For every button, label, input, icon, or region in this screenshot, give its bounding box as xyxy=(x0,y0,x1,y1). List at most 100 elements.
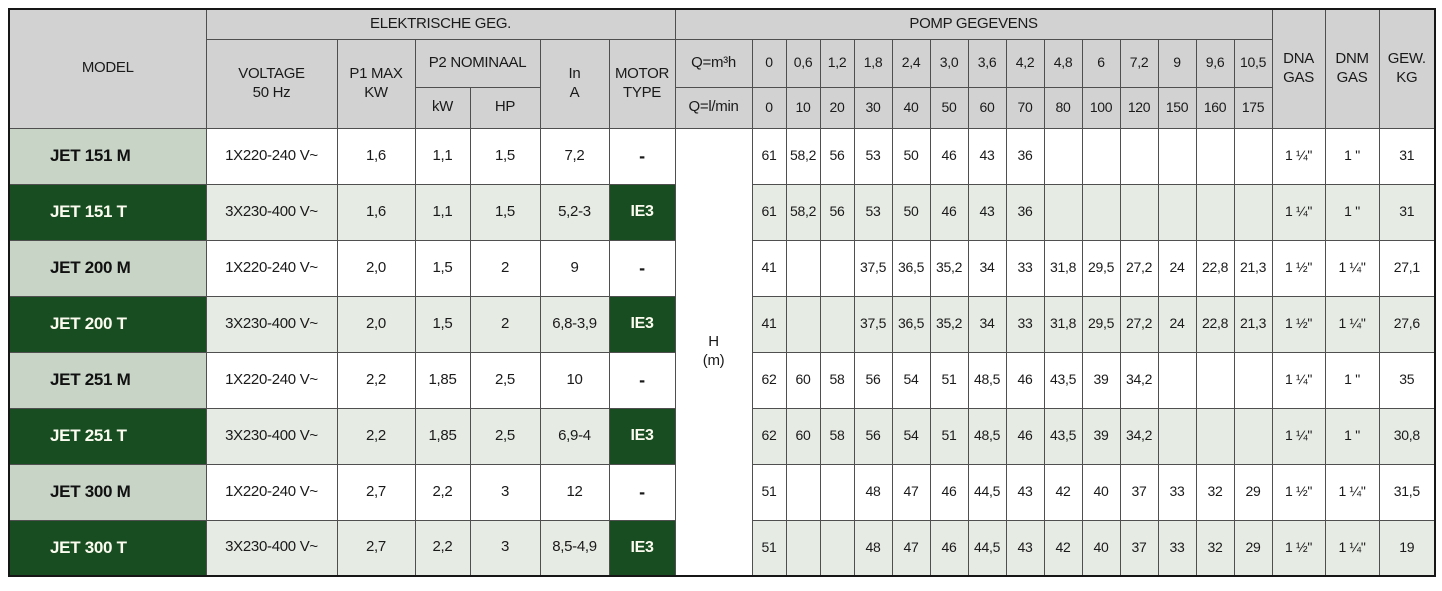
head-value-cell: 48 xyxy=(853,519,893,577)
motor-type-cell: - xyxy=(608,463,676,521)
flow-lmin-header: 0 xyxy=(751,86,787,129)
head-value-cell: 39 xyxy=(1081,407,1121,465)
head-value-cell xyxy=(819,239,855,297)
head-value-cell: 48,5 xyxy=(967,407,1007,465)
header-row-flow-m3h: VOLTAGE 50 Hz P1 MAX KW P2 NOMINAAL In A… xyxy=(9,38,1435,129)
head-value-cell: 31,8 xyxy=(1043,239,1083,297)
p2-kw-cell: 1,1 xyxy=(414,183,471,241)
in-a-cell: 8,5-4,9 xyxy=(539,519,610,577)
head-value-cell: 43,5 xyxy=(1043,351,1083,409)
p2-kw-header: kW xyxy=(414,86,471,129)
p2-hp-cell: 3 xyxy=(469,463,541,521)
model-cell: JET 151 T xyxy=(8,183,207,241)
head-value-cell: 58,2 xyxy=(785,127,821,185)
table-row: JET 300 M 1X220-240 V~ 2,7 2,2 3 12-51 48 47 46 4… xyxy=(8,463,1436,521)
head-value-cell: 41 xyxy=(751,239,787,297)
motor-type-cell: - xyxy=(608,127,676,185)
head-value-cell: 53 xyxy=(853,183,893,241)
dna-gas-cell: 1 ¼" xyxy=(1271,127,1326,185)
in-a-header: In A xyxy=(539,38,610,129)
p1-max-cell: 2,2 xyxy=(336,407,416,465)
head-value-cell: 61 xyxy=(751,183,787,241)
model-cell: JET 300 M xyxy=(8,463,207,521)
head-value-cell: 43 xyxy=(967,127,1007,185)
voltage-cell: 3X230-400 V~ xyxy=(205,295,338,353)
voltage-cell: 3X230-400 V~ xyxy=(205,407,338,465)
head-value-cell: 43 xyxy=(1005,463,1045,521)
dna-gas-cell: 1 ¼" xyxy=(1271,183,1326,241)
p2-hp-cell: 2 xyxy=(469,295,541,353)
motor-type-header: MOTOR TYPE xyxy=(608,38,676,129)
head-value-cell xyxy=(1233,183,1273,241)
head-value-cell: 34 xyxy=(967,239,1007,297)
head-value-cell xyxy=(1233,407,1273,465)
head-value-cell: 53 xyxy=(853,127,893,185)
dnm-gas-cell: 1 " xyxy=(1324,183,1380,241)
model-cell: JET 200 M xyxy=(8,239,207,297)
head-value-cell: 56 xyxy=(819,183,855,241)
gew-kg-cell: 31 xyxy=(1378,183,1436,241)
head-value-cell: 32 xyxy=(1195,463,1235,521)
head-value-cell: 34,2 xyxy=(1119,407,1159,465)
head-value-cell: 58,2 xyxy=(785,183,821,241)
head-value-cell: 29,5 xyxy=(1081,295,1121,353)
head-value-cell xyxy=(1157,183,1197,241)
p2-kw-cell: 2,2 xyxy=(414,463,471,521)
pump-data-table: MODEL ELEKTRISCHE GEG. POMP GEGEVENS DNA… xyxy=(8,8,1437,577)
head-value-cell: 62 xyxy=(751,351,787,409)
motor-type-cell: IE3 xyxy=(608,407,676,465)
gew-kg-cell: 31,5 xyxy=(1378,463,1436,521)
p2-hp-cell: 3 xyxy=(469,519,541,577)
head-value-cell: 21,3 xyxy=(1233,239,1273,297)
dnm-gas-cell: 1 ¼" xyxy=(1324,295,1380,353)
p1-max-cell: 2,7 xyxy=(336,463,416,521)
head-value-cell xyxy=(1081,127,1121,185)
head-value-cell: 37 xyxy=(1119,519,1159,577)
head-value-cell: 35,2 xyxy=(929,295,969,353)
dnm-gas-cell: 1 " xyxy=(1324,127,1380,185)
p2-nominaal-header: P2 NOMINAAL xyxy=(414,38,541,88)
table-row: JET 300 T 3X230-400 V~ 2,7 2,2 3 8,5-4,9 IE3 51… xyxy=(8,519,1436,577)
q-lmin-label: Q=l/min xyxy=(674,86,753,129)
header-row-flow-lmin: kW HP Q=l/min 0 10 20 30 40 50 60 70 80 100 120 150… xyxy=(9,86,1435,129)
voltage-cell: 1X220-240 V~ xyxy=(205,351,338,409)
table-row: JET 251 M 1X220-240 V~ 2,2 1,85 2,5 10- 62 60 58… xyxy=(8,351,1436,409)
head-value-cell: 33 xyxy=(1157,519,1197,577)
head-value-cell xyxy=(785,463,821,521)
pomp-gegevens-header: POMP GEGEVENS xyxy=(674,8,1273,40)
dnm-gas-header: DNM GAS xyxy=(1324,8,1380,129)
head-value-cell: 36,5 xyxy=(891,239,931,297)
flow-m3h-header: 2,4 xyxy=(891,38,931,88)
table-row: JET 200 T 3X230-400 V~ 2,0 1,5 2 6,8-3,9 IE3 41… xyxy=(8,295,1436,353)
gew-kg-cell: 35 xyxy=(1378,351,1436,409)
voltage-cell: 3X230-400 V~ xyxy=(205,183,338,241)
head-value-cell: 50 xyxy=(891,127,931,185)
p1-max-cell: 2,2 xyxy=(336,351,416,409)
dna-gas-cell: 1 ¼" xyxy=(1271,351,1326,409)
head-value-cell: 36 xyxy=(1005,183,1045,241)
head-value-cell: 46 xyxy=(929,127,969,185)
model-cell: JET 251 M xyxy=(8,351,207,409)
head-value-cell: 27,2 xyxy=(1119,295,1159,353)
p2-hp-header: HP xyxy=(469,86,541,129)
flow-m3h-header: 1,8 xyxy=(853,38,893,88)
p2-hp-cell: 2,5 xyxy=(469,407,541,465)
head-value-cell xyxy=(1233,351,1273,409)
head-value-cell: 46 xyxy=(929,463,969,521)
flow-lmin-header: 150 xyxy=(1157,86,1197,129)
head-value-cell: 37,5 xyxy=(853,239,893,297)
p1-max-cell: 2,0 xyxy=(336,239,416,297)
h-m-label: H (m) xyxy=(674,127,753,577)
voltage-cell: 3X230-400 V~ xyxy=(205,519,338,577)
head-value-cell: 44,5 xyxy=(967,463,1007,521)
p1-max-header: P1 MAX KW xyxy=(336,38,416,129)
table-body: JET 151 M 1X220-240 V~ 1,6 1,1 1,5 7,2- H (m) 6… xyxy=(8,127,1436,577)
voltage-cell: 1X220-240 V~ xyxy=(205,127,338,185)
head-value-cell: 36 xyxy=(1005,127,1045,185)
flow-lmin-header: 20 xyxy=(819,86,855,129)
dna-gas-header: DNA GAS xyxy=(1271,8,1326,129)
in-a-cell: 12 xyxy=(539,463,610,521)
head-value-cell: 60 xyxy=(785,407,821,465)
flow-m3h-header: 0,6 xyxy=(785,38,821,88)
head-value-cell: 48,5 xyxy=(967,351,1007,409)
